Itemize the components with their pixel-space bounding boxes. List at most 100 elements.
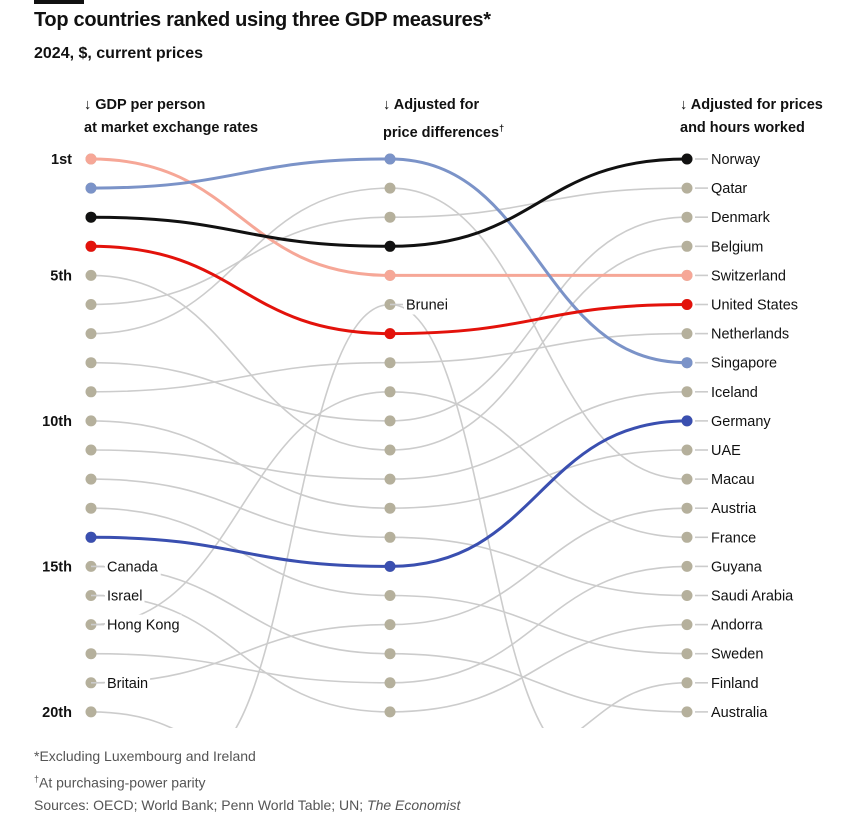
singapore-dot	[384, 153, 396, 165]
country-label: Belgium	[711, 239, 763, 255]
country-label: Germany	[711, 414, 771, 430]
germany-dot	[85, 531, 97, 543]
rank-dot	[681, 648, 693, 660]
country-label: Brunei	[406, 298, 448, 314]
norway-line	[90, 215, 391, 248]
rank-dot	[384, 706, 396, 718]
singapore-dot	[681, 357, 693, 369]
label-background	[709, 643, 766, 664]
rank-dot	[681, 473, 693, 485]
rank-dot	[384, 182, 396, 194]
label-background	[709, 440, 744, 460]
country-label: Switzerland	[711, 268, 786, 284]
column-header-2-line1: ↓ Adjusted for	[383, 97, 480, 113]
norway-dot	[384, 240, 396, 252]
rank-dot	[681, 677, 693, 689]
rank-dot	[384, 357, 396, 369]
label-background	[709, 701, 771, 722]
grey-link	[90, 187, 391, 335]
column-header-1-line2: at market exchange rates	[84, 120, 259, 136]
rank-dot	[85, 357, 97, 369]
column-header-1-line1: ↓ GDP per person	[84, 97, 206, 113]
footnotes: *Excluding Luxembourg and Ireland †At pu…	[34, 745, 460, 816]
grey-link	[389, 391, 688, 480]
label-background	[105, 585, 145, 606]
column-header-3-line2: and hours worked	[680, 120, 805, 136]
country-label: Andorra	[711, 618, 764, 634]
rank-label: 10th	[42, 414, 72, 430]
column-header-2: ↓ Adjusted for price differences†	[383, 94, 504, 145]
country-label: Singapore	[711, 356, 777, 372]
country-label: France	[711, 530, 756, 546]
switzerland-dot	[681, 269, 693, 281]
country-label: Hong Kong	[107, 618, 180, 634]
country-label: Saudi Arabia	[711, 589, 794, 605]
country-label: United States	[711, 298, 798, 314]
grey-link	[90, 361, 391, 422]
rank-dot	[384, 531, 396, 543]
rank-dot	[681, 211, 693, 223]
label-background	[709, 149, 763, 169]
germany-line	[389, 419, 688, 568]
grey-link	[389, 507, 688, 626]
rank-dot	[681, 706, 693, 718]
united-states-dot	[85, 240, 97, 252]
united-states-line	[90, 244, 391, 336]
rank-dot	[384, 444, 396, 456]
united-states-line	[389, 303, 688, 336]
label-background	[709, 265, 788, 286]
rank-dot	[85, 299, 97, 310]
country-label: Denmark	[711, 210, 771, 226]
label-background	[709, 236, 766, 257]
country-label: Guyana	[711, 559, 763, 575]
rank-dot	[384, 677, 396, 689]
rank-dot	[384, 619, 396, 631]
grey-link	[389, 391, 688, 539]
singapore-dot	[85, 182, 97, 194]
label-background	[709, 381, 760, 402]
germany-dot	[384, 560, 396, 572]
rank-dot	[384, 590, 396, 601]
footnote-2-text: At purchasing-power parity	[39, 774, 206, 791]
grey-link	[389, 449, 688, 509]
label-background	[709, 672, 761, 693]
grey-link	[389, 303, 544, 728]
label-background	[709, 323, 792, 344]
rank-dot	[85, 502, 97, 514]
country-label: Iceland	[711, 385, 758, 401]
grey-link	[90, 361, 391, 393]
grey-link	[234, 303, 391, 728]
grey-link	[389, 565, 688, 684]
label-background	[709, 352, 780, 373]
country-label: Australia	[711, 705, 768, 721]
label-background	[709, 294, 801, 315]
germany-line	[90, 535, 391, 568]
rank-dot	[85, 648, 97, 660]
country-label: Netherlands	[711, 327, 789, 343]
rank-label: 5th	[50, 268, 72, 284]
column-header-1: ↓ GDP per person at market exchange rates	[84, 94, 258, 140]
rank-dot	[85, 415, 97, 427]
rank-dot	[681, 560, 693, 572]
singapore-line	[389, 157, 688, 365]
rank-label: 1st	[51, 152, 72, 168]
sources-italic: The Economist	[367, 796, 461, 813]
rank-dot	[384, 211, 396, 223]
country-label: UAE	[711, 443, 741, 459]
rank-dot	[85, 444, 97, 456]
rank-dot	[681, 619, 693, 631]
country-label: Macau	[711, 472, 755, 488]
norway-dot	[681, 153, 693, 165]
label-background	[709, 207, 773, 228]
rank-dot	[85, 386, 97, 398]
grey-link	[389, 652, 688, 713]
label-background	[709, 527, 759, 548]
grey-link	[389, 187, 688, 480]
rank-dot	[681, 590, 693, 601]
grey-link	[90, 711, 174, 728]
label-background	[709, 585, 797, 606]
rank-dot	[681, 444, 693, 456]
germany-dot	[681, 415, 693, 427]
column-header-3: ↓ Adjusted for prices and hours worked	[680, 94, 823, 140]
